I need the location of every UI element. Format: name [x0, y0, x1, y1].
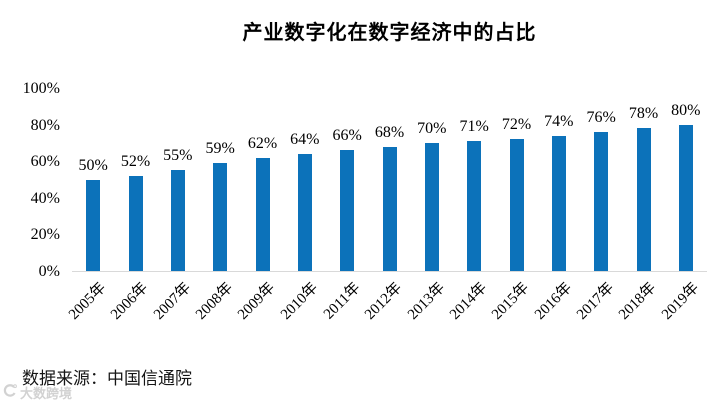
bar-2015年 — [509, 139, 524, 271]
x-axis-label: 2013年 — [404, 279, 448, 323]
bar-2006年 — [128, 175, 143, 271]
bar-value-label: 71% — [459, 118, 489, 136]
x-axis-label: 2011年 — [320, 279, 364, 323]
x-axis-label: 2017年 — [574, 279, 618, 323]
x-axis-label: 2019年 — [658, 279, 702, 323]
watermark: 大数跨境 — [2, 383, 72, 401]
watermark-text: 大数跨境 — [20, 385, 73, 401]
bar-2008年 — [213, 163, 228, 271]
bar-value-label: 68% — [374, 123, 405, 141]
x-axis-label: 2014年 — [447, 279, 491, 323]
y-axis-label: 80% — [30, 116, 60, 134]
bar-2014年 — [467, 141, 482, 271]
source-note: 数据来源：中国信通院 — [22, 369, 192, 388]
bar-2016年 — [551, 135, 566, 271]
bar-value-label: 55% — [163, 147, 193, 165]
bar-2018年 — [636, 128, 651, 271]
bar-2019年 — [678, 124, 693, 271]
y-axis-label: 40% — [30, 189, 60, 207]
x-axis-label: 2007年 — [150, 279, 194, 323]
x-axis-label: 2005年 — [66, 279, 110, 323]
bar-value-label: 80% — [671, 101, 701, 119]
y-axis-label: 100% — [22, 80, 60, 97]
chart-title: 产业数字化在数字经济中的占比 — [242, 22, 537, 44]
bar-value-label: 50% — [78, 156, 108, 174]
x-axis-label: 2016年 — [531, 279, 575, 323]
plot-area: 50% 52% 55% 59% 62% 64% 66% 68% 70% 71% 72% 74% 76% 7… — [72, 89, 707, 272]
x-axis-label: 2009年 — [235, 279, 279, 323]
bar-2009年 — [255, 157, 270, 271]
bar-value-label: 74% — [544, 112, 574, 130]
x-axis-label: 2012年 — [362, 279, 406, 323]
watermark-logo-icon — [2, 383, 17, 401]
bar-value-label: 66% — [332, 127, 362, 145]
y-axis-label: 0% — [38, 263, 60, 280]
x-axis-label: 2018年 — [616, 279, 660, 323]
x-axis-label: 2008年 — [193, 279, 237, 323]
y-axis-label: 20% — [30, 226, 60, 244]
y-axis-label: 60% — [30, 153, 60, 171]
bar-value-label: 59% — [205, 140, 235, 158]
bar-value-label: 70% — [417, 119, 447, 137]
x-axis-label: 2010年 — [277, 279, 321, 323]
x-axis-label: 2006年 — [108, 279, 152, 323]
bar-2013年 — [424, 142, 439, 271]
bar-2010年 — [297, 153, 312, 271]
bar-2017年 — [594, 131, 609, 271]
bar-2007年 — [170, 170, 185, 271]
bar-value-label: 78% — [628, 105, 659, 123]
bar-value-label: 76% — [586, 108, 616, 126]
bar-value-label: 64% — [290, 130, 320, 148]
bar-2005年 — [86, 179, 101, 271]
bar-value-label: 62% — [247, 134, 278, 152]
bar-2011年 — [340, 150, 355, 271]
bar-2012年 — [382, 146, 397, 271]
bar-value-label: 72% — [501, 116, 532, 134]
bar-value-label: 52% — [120, 152, 151, 170]
x-axis-label: 2015年 — [489, 279, 533, 323]
